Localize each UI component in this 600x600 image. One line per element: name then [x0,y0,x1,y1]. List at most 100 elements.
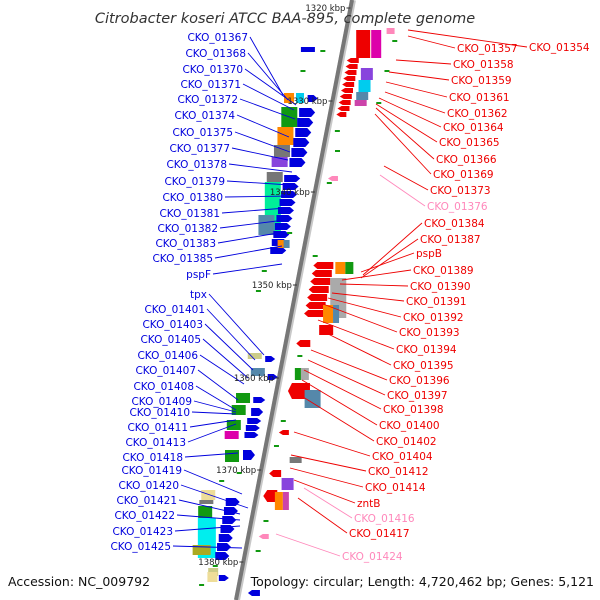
feature-block [282,492,289,510]
left-connector-line [208,293,265,356]
right-gene-label[interactable]: CKO_01364 [443,122,504,134]
gene-arrow-reverse [308,286,329,293]
left-gene-label[interactable]: CKO_01403 [142,319,203,331]
gene-arrow-forward [307,95,318,102]
pseudogene-label[interactable]: CKO_01424 [342,551,403,563]
right-gene-label[interactable]: CKO_01393 [399,327,460,339]
feature-block [250,368,265,376]
right-gene-label[interactable]: CKO_01395 [393,360,454,372]
right-gene-label[interactable]: pspB [416,248,442,260]
feature-block [198,506,213,518]
right-gene-label[interactable]: CKO_01387 [420,234,481,246]
right-gene-label[interactable]: CKO_01392 [403,312,464,324]
pseudogene-label[interactable]: CKO_01416 [354,513,415,525]
gene-arrow-reverse [278,430,289,435]
left-gene-label[interactable]: CKO_01418 [122,452,183,464]
right-gene-label[interactable]: CKO_01412 [368,466,429,478]
right-gene-label[interactable]: CKO_01400 [379,420,440,432]
left-gene-label[interactable]: CKO_01425 [110,541,171,553]
feature-dash [261,270,267,272]
left-gene-label[interactable]: CKO_01379 [164,176,225,188]
left-gene-label[interactable]: CKO_01413 [125,437,186,449]
right-gene-label[interactable]: CKO_01402 [376,436,437,448]
left-gene-label[interactable]: tpx [190,289,207,301]
right-gene-label[interactable]: CKO_01396 [389,375,450,387]
gene-arrow-reverse [307,294,328,301]
feature-block [277,127,294,145]
gene-arrow-reverse [346,58,359,63]
feature-block [277,240,286,248]
right-gene-label[interactable]: CKO_01384 [424,218,485,230]
right-gene-label[interactable]: CKO_01414 [365,482,426,494]
gene-arrow-reverse [258,534,269,539]
feature-block [335,262,346,274]
left-gene-label[interactable]: CKO_01381 [159,208,220,220]
right-connector-line [388,71,450,81]
left-gene-label[interactable]: CKO_01368 [185,48,246,60]
right-gene-label[interactable]: CKO_01397 [387,390,448,402]
left-gene-label[interactable]: CKO_01367 [187,32,248,44]
gene-arrow-reverse [247,590,260,596]
left-gene-label[interactable]: CKO_01419 [121,465,182,477]
right-gene-label[interactable]: CKO_01365 [439,137,500,149]
right-gene-label[interactable]: CKO_01358 [453,59,514,71]
left-gene-label[interactable]: CKO_01421 [116,495,177,507]
right-connector-line [407,29,528,48]
right-gene-label[interactable]: CKO_01366 [436,154,497,166]
left-gene-label[interactable]: pspF [186,269,211,281]
left-gene-label[interactable]: CKO_01422 [114,510,175,522]
right-gene-label[interactable]: CKO_01390 [410,281,471,293]
feature-dash [300,70,306,72]
right-gene-label[interactable]: CKO_01354 [529,42,590,54]
left-gene-label[interactable]: CKO_01406 [137,350,198,362]
left-gene-label[interactable]: CKO_01378 [166,159,227,171]
right-gene-label[interactable]: CKO_01391 [406,296,467,308]
right-gene-label[interactable]: CKO_01389 [413,265,474,277]
left-gene-label[interactable]: CKO_01380 [162,192,223,204]
feature-dash [376,102,382,104]
right-gene-label[interactable]: CKO_01369 [433,169,494,181]
left-gene-label[interactable]: CKO_01401 [144,304,205,316]
feature-block [333,305,340,323]
feature-block [289,457,302,463]
left-gene-label[interactable]: CKO_01411 [127,422,188,434]
right-gene-label[interactable]: CKO_01394 [396,344,457,356]
left-gene-label[interactable]: CKO_01375 [172,127,233,139]
right-connector-line [303,487,353,519]
left-gene-label[interactable]: CKO_01423 [112,526,173,538]
right-gene-label[interactable]: CKO_01359 [451,75,512,87]
left-gene-label[interactable]: CKO_01370 [182,64,243,76]
backbone-line [234,0,354,600]
right-connector-line [297,497,348,534]
feature-tracks [192,28,398,596]
left-gene-label[interactable]: CKO_01383 [155,238,216,250]
right-gene-label[interactable]: CKO_01361 [449,92,510,104]
left-gene-label[interactable]: CKO_01410 [129,407,190,419]
right-gene-label[interactable]: CKO_01404 [372,451,433,463]
left-gene-label[interactable]: CKO_01377 [169,143,230,155]
left-gene-label[interactable]: CKO_01385 [152,253,213,265]
left-gene-label[interactable]: CKO_01407 [135,365,196,377]
gene-arrow-reverse [269,470,282,477]
feature-block [199,500,214,504]
left-gene-label[interactable]: CKO_01372 [177,94,238,106]
left-gene-label[interactable]: CKO_01382 [157,223,218,235]
left-gene-label[interactable]: CKO_01408 [133,381,194,393]
right-connector-line [383,165,429,191]
right-gene-label[interactable]: CKO_01398 [383,404,444,416]
right-gene-label[interactable]: zntB [357,498,381,510]
left-gene-label[interactable]: CKO_01371 [180,79,241,91]
feature-block [236,393,251,403]
right-gene-label[interactable]: CKO_01362 [447,108,508,120]
feature-block [294,368,301,380]
left-gene-label[interactable]: CKO_01409 [131,396,192,408]
right-gene-label[interactable]: CKO_01417 [349,528,410,540]
left-gene-label[interactable]: CKO_01374 [174,110,235,122]
right-connector-line [322,303,398,333]
pseudogene-label[interactable]: CKO_01376 [427,201,488,213]
right-connector-line [385,81,448,98]
right-gene-label[interactable]: CKO_01357 [457,43,518,55]
right-gene-label[interactable]: CKO_01373 [430,185,491,197]
left-gene-label[interactable]: CKO_01420 [118,480,179,492]
left-gene-label[interactable]: CKO_01405 [140,334,201,346]
